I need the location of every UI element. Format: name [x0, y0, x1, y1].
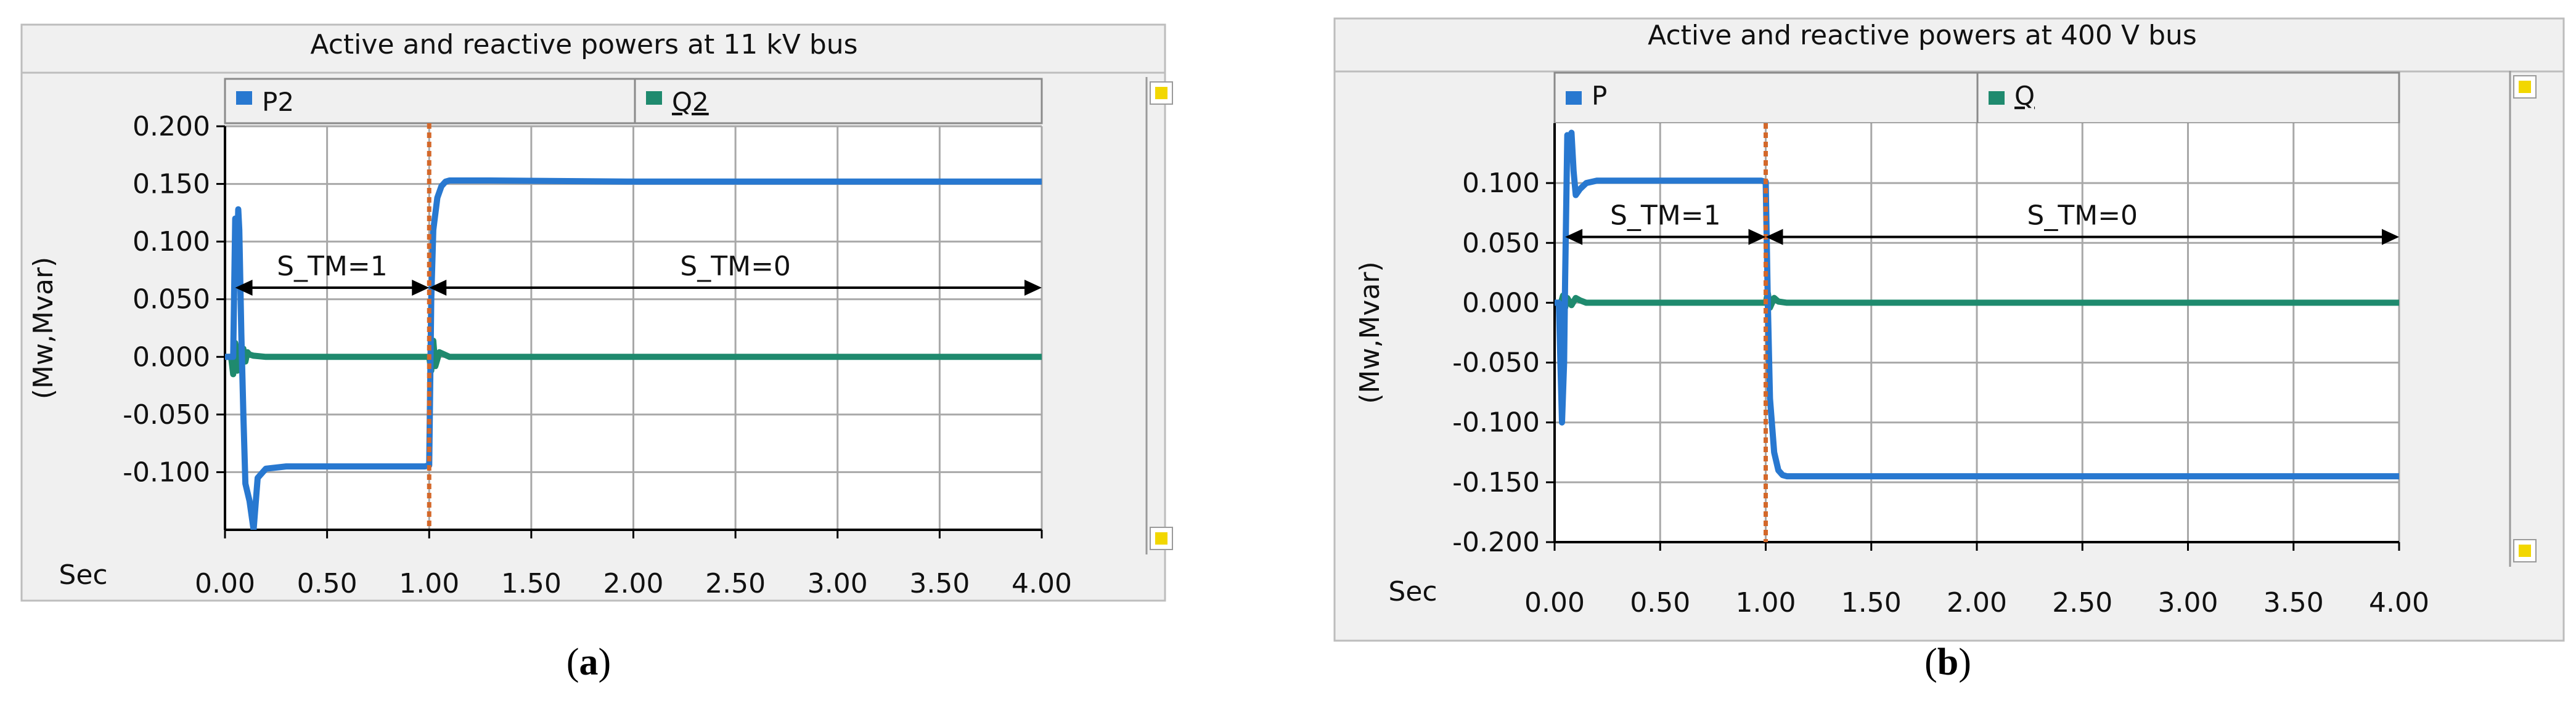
x-tick-label: 0.50 [297, 568, 358, 599]
x-tick-label: 0.00 [195, 568, 255, 599]
y-tick-label: 0.100 [1462, 168, 1540, 199]
scroll-down-button [2513, 539, 2537, 562]
y-tick-label: -0.100 [123, 456, 210, 488]
y-tick-label: 0.100 [133, 226, 210, 258]
arrow-head-right [2382, 229, 2399, 245]
chart-a: Active and reactive powers at 11 kV bus P… [20, 23, 1173, 602]
y-tick-label: -0.050 [1452, 347, 1540, 379]
x-tick-label: 2.00 [603, 568, 664, 599]
y-tick-label: 0.150 [133, 169, 210, 200]
y-tick-label: 0.000 [133, 341, 210, 373]
chart-title: Active and reactive powers at 400 V bus [1648, 20, 2197, 51]
legend-box-q [634, 78, 1043, 124]
arrow-head-right [1748, 229, 1766, 245]
legend-box-q [1976, 71, 2400, 124]
x-tick-label: 0.50 [1630, 587, 1690, 619]
y-tick-label: -0.100 [1452, 407, 1540, 439]
legend-box-p [224, 78, 636, 124]
y-tick-label: -0.150 [1452, 467, 1540, 498]
series-line-p2 [225, 177, 1042, 530]
scroll-up-icon [1155, 87, 1167, 99]
legend-box-p [1553, 71, 1979, 124]
legend-swatch-q2 [646, 91, 662, 105]
scroll-down-icon [1155, 532, 1167, 545]
x-tick-label: 1.50 [501, 568, 562, 599]
arrow-head-left [1765, 229, 1783, 245]
legend-label-q2: Q2 [672, 87, 709, 117]
legend-label-p2: P2 [262, 87, 294, 117]
y-axis-label: (Mw,Mvar) [28, 257, 59, 399]
series-line-p [1555, 129, 2399, 480]
x-tick-label: 4.00 [2369, 587, 2429, 619]
arrow-head-left [235, 280, 253, 296]
scroll-up-icon [2519, 81, 2531, 93]
annotation-label: S_TM=1 [277, 251, 388, 282]
annotation-label: S_TM=1 [1610, 200, 1721, 232]
caption-b: (b) [1924, 641, 1971, 683]
arrow-head-right [1024, 280, 1042, 296]
legend-label-p: P [1592, 81, 1607, 111]
y-tick-label: 0.000 [1462, 287, 1540, 318]
x-tick-label: 2.00 [1947, 587, 2007, 619]
caption-b-letter: b [1937, 641, 1959, 683]
x-axis-label: Sec [1388, 576, 1437, 607]
legend-swatch-p [1566, 91, 1582, 105]
legend-label-q: Q [2014, 81, 2035, 111]
y-tick-label: 0.050 [1462, 227, 1540, 259]
legend-swatch-p2 [236, 91, 252, 105]
caption-a-letter: a [579, 641, 599, 683]
x-tick-label: 0.00 [1524, 587, 1585, 619]
chart-title: Active and reactive powers at 11 kV bus [310, 29, 857, 60]
arrow-head-right [412, 280, 430, 296]
y-tick-label: 0.200 [133, 111, 210, 142]
x-axis-label: Sec [59, 559, 107, 591]
chart-b: Active and reactive powers at 400 V bus P… [1333, 17, 2565, 642]
x-tick-label: 1.00 [1736, 587, 1796, 619]
y-tick-label: 0.050 [133, 284, 210, 315]
x-tick-label: 3.50 [909, 568, 970, 599]
caption-a: (a) [566, 641, 611, 683]
arrow-head-left [1565, 229, 1583, 245]
x-tick-label: 2.50 [2052, 587, 2112, 619]
annotation-label: S_TM=0 [680, 251, 791, 282]
annotation-label: S_TM=0 [2027, 200, 2138, 232]
y-axis-label: (Mw,Mvar) [1354, 261, 1386, 404]
x-tick-label: 3.50 [2263, 587, 2324, 619]
y-tick-label: -0.200 [1452, 527, 1540, 558]
x-tick-label: 1.00 [399, 568, 459, 599]
arrow-head-left [429, 280, 447, 296]
x-tick-label: 2.50 [705, 568, 766, 599]
scroll-down-icon [2519, 545, 2531, 557]
x-tick-label: 1.50 [1841, 587, 1902, 619]
x-tick-label: 3.00 [2158, 587, 2218, 619]
y-tick-label: -0.050 [123, 399, 210, 431]
x-tick-label: 3.00 [808, 568, 868, 599]
x-tick-label: 4.00 [1012, 568, 1072, 599]
legend-swatch-q [1989, 91, 2005, 105]
